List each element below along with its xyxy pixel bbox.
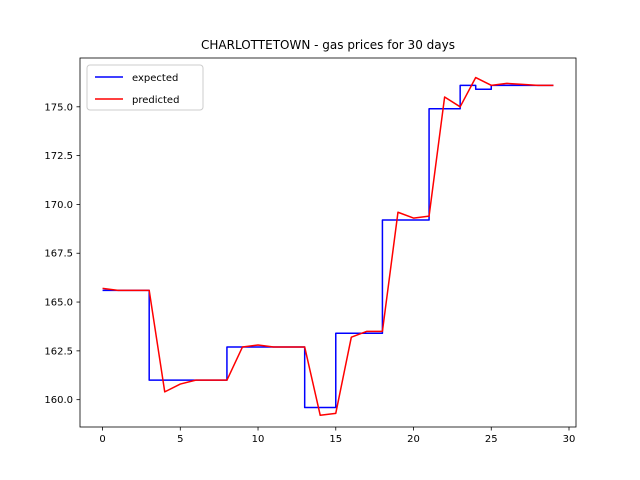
- chart-title: CHARLOTTETOWN - gas prices for 30 days: [201, 38, 455, 52]
- plot-area: [102, 76, 554, 417]
- legend: expected predicted: [86, 64, 204, 111]
- x-tick-label: 10: [252, 434, 265, 445]
- y-tick-label: 165.0: [44, 298, 73, 309]
- x-tick-label: 5: [177, 434, 183, 445]
- y-tick-label: 160.0: [44, 395, 73, 406]
- x-tick-label: 15: [329, 434, 342, 445]
- y-tick-label: 172.5: [44, 151, 73, 162]
- x-tick-label: 0: [99, 434, 105, 445]
- axes: 0 5 10 15 20 25 30 160.0 162.5 165.0 167.5 170.0 172…: [44, 57, 577, 445]
- x-tick-label: 25: [485, 434, 498, 445]
- y-tick-label: 162.5: [44, 346, 73, 357]
- axes-frame: [79, 57, 577, 428]
- y-tick-label: 167.5: [44, 249, 73, 260]
- y-tick-label: 175.0: [44, 102, 73, 113]
- y-tick-label: 170.0: [44, 200, 73, 211]
- legend-label-expected: expected: [132, 73, 178, 84]
- legend-label-predicted: predicted: [132, 95, 179, 106]
- series-line-predicted: [102, 76, 554, 417]
- x-tick-label: 30: [563, 434, 576, 445]
- series-line-expected: [102, 84, 554, 409]
- x-tick-label: 20: [407, 434, 420, 445]
